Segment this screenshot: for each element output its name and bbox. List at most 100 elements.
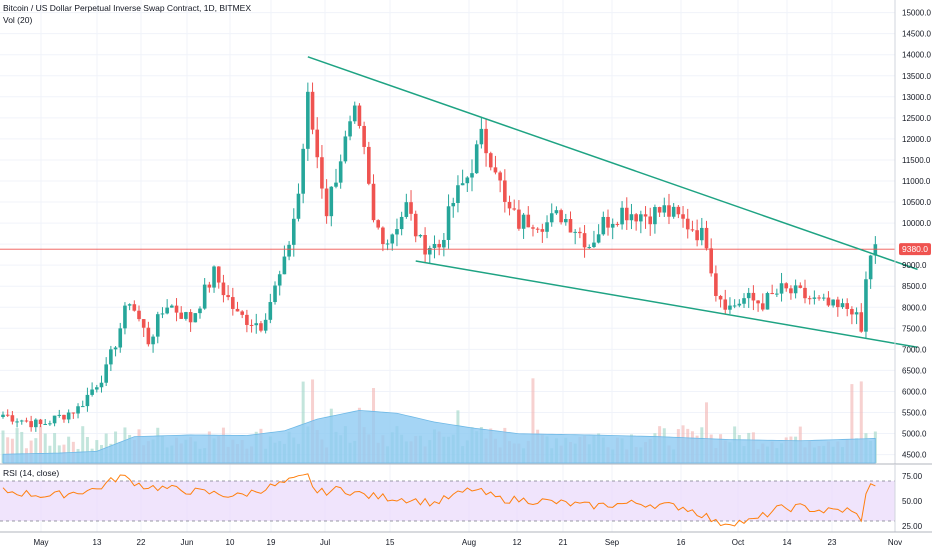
last-price-badge xyxy=(899,243,931,256)
candle-body xyxy=(371,183,376,221)
candle-body xyxy=(198,308,202,314)
candle-body xyxy=(803,287,807,299)
time-tick-label: 19 xyxy=(267,538,276,547)
price-tick-label: 14500.0 xyxy=(902,30,931,39)
candle-body xyxy=(66,412,71,420)
volume-indicator-label[interactable]: Vol (20) xyxy=(3,15,33,25)
candle-body xyxy=(184,312,188,319)
candle-body xyxy=(732,305,737,307)
candle-body xyxy=(240,311,244,315)
candle-body xyxy=(170,305,174,308)
time-tick-label: Jun xyxy=(181,538,194,547)
candle-body xyxy=(268,302,273,320)
candle-body xyxy=(779,283,784,294)
time-tick-label: 23 xyxy=(828,538,837,547)
candle-body xyxy=(742,298,746,304)
candle-body xyxy=(751,292,756,301)
candle-body xyxy=(873,244,878,256)
candle-body xyxy=(226,295,230,298)
candle-body xyxy=(15,421,19,423)
price-tick-label: 8000.0 xyxy=(902,303,927,312)
candle-body xyxy=(704,227,709,249)
time-tick-label: Sep xyxy=(605,538,620,547)
time-axis[interactable]: May 13 22 Jun 10 19 Jul 15 Aug 12 21 Sep 16 Oct 14 23 No… xyxy=(33,538,902,547)
candle-body xyxy=(34,419,38,428)
candle-body xyxy=(709,248,713,274)
chart-title[interactable]: Bitcoin / US Dollar Perpetual Inverse Sw… xyxy=(3,3,252,13)
candle-body xyxy=(657,207,662,213)
candle-body xyxy=(695,230,699,241)
candle-body xyxy=(160,313,165,315)
candle-body xyxy=(662,205,667,213)
candle-body xyxy=(596,234,601,243)
trendline-lower[interactable] xyxy=(415,260,918,348)
candle-body xyxy=(296,193,301,219)
candle-body xyxy=(474,144,479,174)
candle-body xyxy=(559,210,563,223)
rsi-indicator-label[interactable]: RSI (14, close) xyxy=(3,468,60,478)
rsi-axis: 75.00 50.00 25.00 xyxy=(894,464,923,532)
candle-body xyxy=(676,206,681,215)
candle-body xyxy=(85,394,90,407)
volume-bar xyxy=(43,433,47,463)
volume-ma-area xyxy=(2,409,876,464)
candle-body xyxy=(587,247,592,249)
candle-body xyxy=(306,91,310,149)
candle-body xyxy=(193,313,198,323)
candle-body xyxy=(343,136,348,162)
candle-body xyxy=(488,153,493,168)
price-axis[interactable]: 4500.0 5000.0 5500.0 6000.0 6500.0 7000.0 7500… xyxy=(894,0,931,532)
candle-body xyxy=(756,300,760,304)
candle-body xyxy=(367,146,371,184)
candle-body xyxy=(859,312,864,332)
candle-body xyxy=(155,314,160,337)
volume-bar xyxy=(705,402,708,463)
price-tick-label: 13000.0 xyxy=(902,93,931,102)
candle-body xyxy=(80,406,85,408)
rsi-tick-label: 75.00 xyxy=(902,472,923,481)
volume-bar xyxy=(531,378,535,463)
price-tick-label: 10500.0 xyxy=(902,198,931,207)
candle-body xyxy=(807,298,812,300)
candle-body xyxy=(259,323,263,331)
candle-body xyxy=(554,210,559,214)
candle-body xyxy=(854,312,859,315)
candle-body xyxy=(718,295,723,300)
candle-body xyxy=(404,202,409,217)
time-tick-label: 16 xyxy=(677,538,686,547)
candle-body xyxy=(235,308,240,312)
candle-body xyxy=(48,423,52,425)
candle-body xyxy=(188,312,193,323)
candle-body xyxy=(512,208,517,210)
candle-body xyxy=(578,231,582,234)
candle-body xyxy=(385,243,390,245)
candle-body xyxy=(127,304,132,306)
last-price-label: 9380.0 xyxy=(902,244,928,254)
candle-body xyxy=(254,323,259,326)
candle-body xyxy=(10,415,15,422)
candle-body xyxy=(671,206,676,217)
candle-body xyxy=(784,283,789,289)
candle-body xyxy=(24,420,29,422)
candle-body xyxy=(90,389,94,395)
candle-body xyxy=(685,218,690,230)
time-tick-label: 14 xyxy=(783,538,792,547)
volume-bar xyxy=(81,426,85,463)
candle-body xyxy=(615,223,620,225)
candle-body xyxy=(320,157,324,189)
volume-bar xyxy=(301,381,305,463)
trendline-upper[interactable] xyxy=(307,56,918,271)
candle-body xyxy=(549,213,554,223)
candle-body xyxy=(601,216,606,235)
time-tick-label: Oct xyxy=(732,538,745,547)
candle-body xyxy=(760,303,765,310)
price-tick-label: 12500.0 xyxy=(902,114,931,123)
price-tick-label: 13500.0 xyxy=(902,72,931,81)
candle-body xyxy=(221,282,226,296)
candle-body xyxy=(737,303,742,306)
candle-body xyxy=(498,172,502,181)
volume-bar xyxy=(15,428,19,463)
time-tick-label: 12 xyxy=(513,538,522,547)
candle-body xyxy=(460,183,465,186)
